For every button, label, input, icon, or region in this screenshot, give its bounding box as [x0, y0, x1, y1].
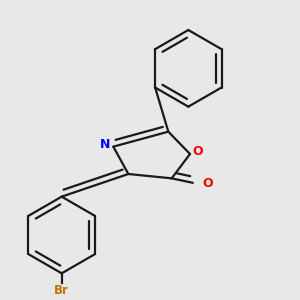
Text: N: N: [100, 139, 110, 152]
Text: Br: Br: [54, 284, 69, 297]
Text: O: O: [203, 177, 213, 190]
Text: O: O: [192, 145, 202, 158]
